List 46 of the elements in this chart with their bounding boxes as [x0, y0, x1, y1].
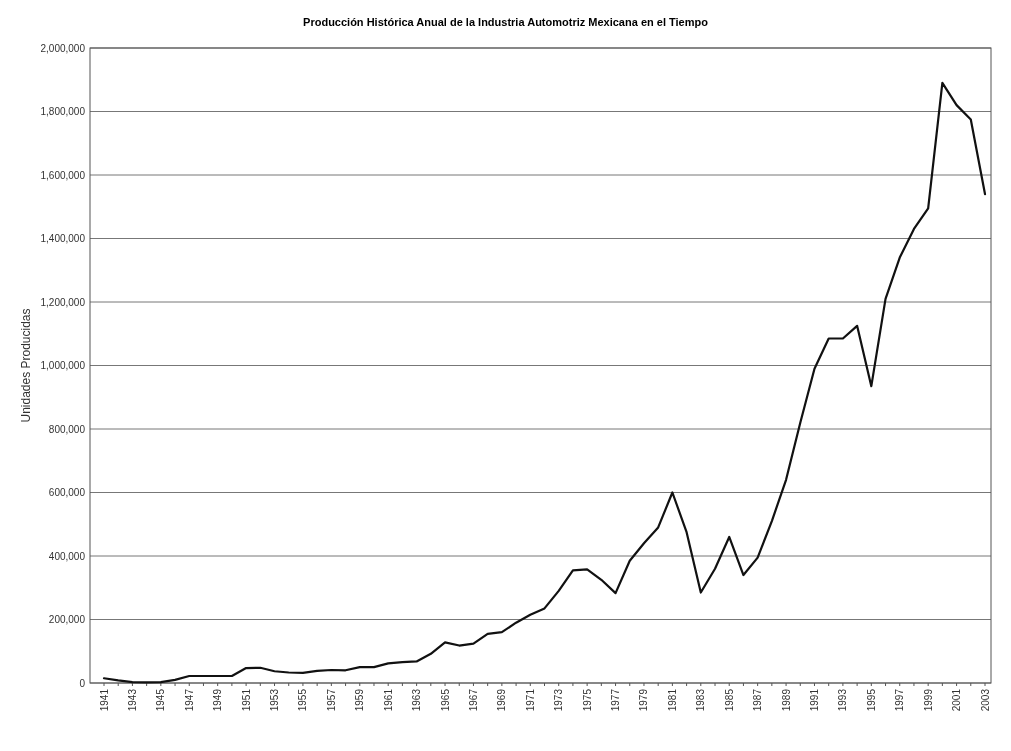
x-tick-label: 1971 — [524, 688, 536, 712]
y-tick-label: 0 — [79, 677, 86, 689]
y-axis-title: Unidades Producidas — [19, 308, 34, 423]
x-tick-label: 2003 — [979, 688, 991, 712]
x-tick-label: 1961 — [382, 688, 394, 712]
x-tick-label: 1965 — [439, 688, 451, 712]
x-tick-label: 1969 — [496, 688, 508, 712]
chart-title: Producción Histórica Anual de la Industria Automotriz Mexicana en el Tiempo — [303, 16, 709, 28]
x-tick-label: 1979 — [638, 688, 650, 712]
y-tick-label: 800,000 — [48, 423, 86, 435]
x-tick-label: 1951 — [240, 688, 252, 712]
y-tick-label: 1,400,000 — [40, 233, 86, 244]
x-tick-label: 1955 — [297, 688, 309, 712]
y-tick-label: 1,600,000 — [40, 169, 86, 181]
x-tick-label: 1993 — [837, 688, 849, 712]
x-tick-label: 1959 — [354, 688, 366, 712]
x-tick-label: 1941 — [98, 688, 110, 712]
x-tick-label: 1957 — [325, 688, 337, 712]
x-tick-label: 2001 — [951, 688, 963, 712]
x-tick-label: 1975 — [581, 688, 593, 712]
x-tick-label: 1977 — [610, 688, 622, 712]
x-tick-label: 1999 — [922, 688, 934, 712]
x-tick-label: 1991 — [808, 688, 820, 712]
x-tick-label: 1963 — [411, 688, 423, 712]
x-tick-label: 1981 — [666, 688, 678, 712]
y-tick-label: 400,000 — [48, 550, 86, 562]
y-tick-label: 1,200,000 — [40, 296, 86, 308]
x-tick-label: 1997 — [894, 688, 906, 712]
x-tick-label: 1967 — [467, 688, 479, 712]
x-tick-label: 1973 — [553, 688, 565, 712]
y-tick-label: 600,000 — [48, 487, 86, 498]
x-tick-label: 1985 — [723, 688, 735, 712]
x-tick-label: 1943 — [126, 688, 138, 712]
x-tick-label: 1949 — [212, 688, 224, 712]
x-tick-label: 1953 — [269, 688, 281, 712]
y-tick-label: 1,800,000 — [40, 106, 86, 117]
x-tick-label: 1989 — [780, 688, 792, 712]
x-tick-label: 1987 — [752, 688, 764, 712]
y-tick-label: 1,000,000 — [40, 360, 86, 371]
x-tick-label: 1983 — [695, 688, 707, 712]
x-tick-label: 1947 — [183, 688, 195, 712]
x-tick-label: 1945 — [155, 688, 167, 712]
y-tick-label: 2,000,000 — [40, 42, 86, 54]
line-series — [102, 81, 987, 684]
y-tick-label: 200,000 — [48, 614, 86, 625]
x-tick-label: 1995 — [865, 688, 877, 712]
